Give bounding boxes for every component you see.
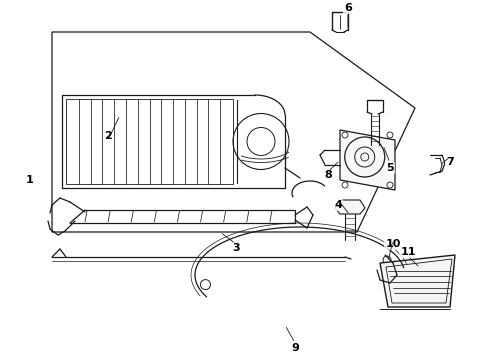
Text: 7: 7 — [446, 157, 454, 167]
Text: 3: 3 — [232, 243, 240, 253]
Text: 9: 9 — [291, 343, 299, 353]
Polygon shape — [340, 130, 395, 190]
Polygon shape — [380, 255, 455, 307]
Text: 11: 11 — [400, 247, 416, 257]
Text: 5: 5 — [386, 163, 394, 173]
Polygon shape — [335, 200, 365, 214]
Text: 10: 10 — [385, 239, 401, 249]
Bar — [66, 99, 233, 184]
Text: 4: 4 — [334, 200, 342, 210]
Text: 1: 1 — [26, 175, 34, 185]
Text: 6: 6 — [344, 3, 352, 13]
Text: 2: 2 — [104, 131, 112, 141]
Text: 8: 8 — [324, 170, 332, 180]
